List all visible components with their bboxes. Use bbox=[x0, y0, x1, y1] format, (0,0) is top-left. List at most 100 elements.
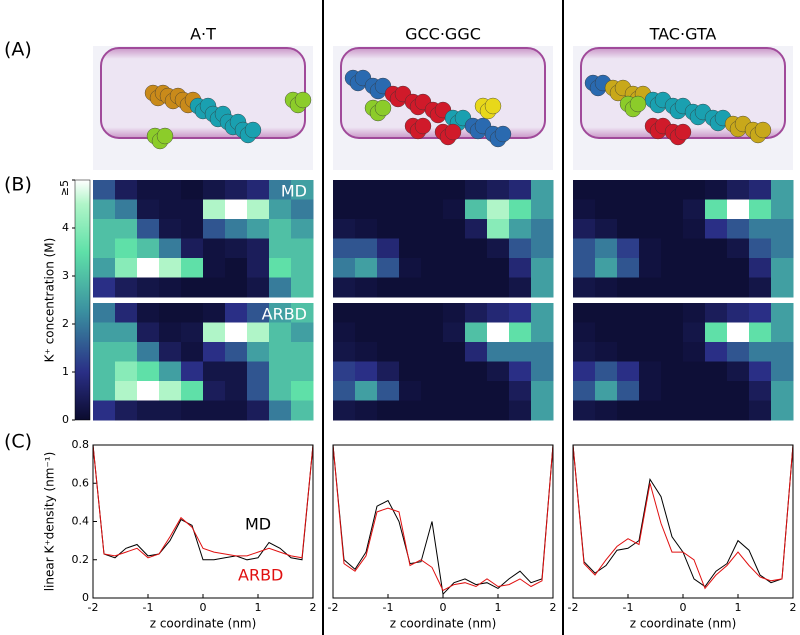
heatmap-cell bbox=[159, 238, 182, 259]
heatmap-cell bbox=[137, 342, 160, 362]
heatmap-cell bbox=[93, 277, 116, 298]
heatmap-cell bbox=[443, 322, 466, 343]
heatmap-cell bbox=[727, 342, 750, 362]
line bbox=[93, 445, 313, 559]
heatmap-cell bbox=[531, 277, 554, 298]
heatmap-cell bbox=[771, 303, 794, 323]
heatmap-cell bbox=[159, 219, 182, 239]
heatmap-cell bbox=[683, 277, 706, 298]
heatmap-cell bbox=[531, 400, 554, 421]
heatmap-cell bbox=[573, 180, 596, 200]
heatmap-cell bbox=[181, 219, 204, 239]
heatmap-cell bbox=[771, 400, 794, 421]
heatmap-cell bbox=[115, 238, 138, 259]
heatmap-cell bbox=[181, 277, 204, 298]
heatmap-cell bbox=[137, 361, 160, 382]
heatmap-cell bbox=[333, 303, 356, 323]
heatmap-cell bbox=[225, 322, 248, 343]
heatmap-cell bbox=[465, 258, 488, 278]
heatmap-cell bbox=[705, 258, 728, 278]
y-tick-label: 0.2 bbox=[72, 553, 90, 566]
heatmap-cell bbox=[727, 180, 750, 200]
heatmap-cell bbox=[771, 219, 794, 239]
heatmap-cell bbox=[661, 381, 684, 401]
heatmap-cell bbox=[509, 400, 532, 421]
heatmap-cell bbox=[531, 342, 554, 362]
plot-frame bbox=[92, 444, 314, 599]
heatmap-cell bbox=[595, 400, 618, 421]
plot-frame bbox=[572, 444, 794, 599]
heatmap-cell bbox=[291, 342, 314, 362]
heatmap-cell bbox=[93, 199, 116, 220]
heatmap-cell bbox=[727, 258, 750, 278]
heatmap-cell bbox=[93, 342, 116, 362]
heatmap-cell bbox=[727, 303, 750, 323]
heatmap-cell bbox=[443, 342, 466, 362]
heatmap-cell bbox=[399, 400, 422, 421]
heatmap-cell bbox=[159, 199, 182, 220]
heatmap-cell bbox=[181, 361, 204, 382]
atom bbox=[414, 117, 432, 135]
heatmap-cell bbox=[269, 303, 292, 323]
heatmap-cell bbox=[487, 322, 510, 343]
heatmap-cell bbox=[399, 322, 422, 343]
heatmap-cell bbox=[465, 219, 488, 239]
atom bbox=[494, 125, 512, 143]
heatmap-cell bbox=[377, 322, 400, 343]
heatmap-cell bbox=[421, 400, 444, 421]
heatmap-cell bbox=[749, 238, 772, 259]
heatmap-cell bbox=[727, 322, 750, 343]
heatmap-cell bbox=[181, 238, 204, 259]
heatmap-cell bbox=[291, 400, 314, 421]
heatmap-cell bbox=[705, 303, 728, 323]
heatmap-label: ARBD bbox=[262, 305, 307, 324]
heatmap-cell bbox=[771, 361, 794, 382]
heatmap-cell bbox=[115, 219, 138, 239]
heatmap-cell bbox=[159, 342, 182, 362]
heatmap-cell bbox=[617, 277, 640, 298]
heatmap-cell bbox=[291, 180, 314, 200]
heatmap-cell bbox=[661, 361, 684, 382]
heatmap-cell bbox=[225, 303, 248, 323]
heatmap-cell bbox=[487, 400, 510, 421]
y-tick-label: 0.8 bbox=[72, 438, 90, 451]
heatmap-cell bbox=[639, 199, 662, 220]
heatmap-cell bbox=[531, 361, 554, 382]
heatmap-cell bbox=[137, 381, 160, 401]
atom bbox=[629, 95, 647, 113]
heatmap-cell bbox=[465, 180, 488, 200]
heatmap-cell bbox=[749, 322, 772, 343]
heatmap-cell bbox=[465, 322, 488, 343]
heatmap-cell bbox=[377, 400, 400, 421]
heatmap-cell bbox=[595, 322, 618, 343]
heatmap-cell bbox=[247, 400, 270, 421]
heatmap-cell bbox=[749, 258, 772, 278]
heatmap-cell bbox=[181, 381, 204, 401]
heatmap-cell bbox=[531, 322, 554, 343]
heatmap-cell bbox=[443, 361, 466, 382]
heatmap-cell bbox=[355, 180, 378, 200]
heatmap-cell bbox=[443, 258, 466, 278]
heatmap-cell bbox=[159, 400, 182, 421]
heatmap-cell bbox=[727, 381, 750, 401]
heatmap-cell bbox=[399, 199, 422, 220]
heatmap-cell bbox=[93, 180, 116, 200]
heatmap-cell bbox=[771, 322, 794, 343]
heatmap-cell bbox=[727, 277, 750, 298]
heatmap-cell bbox=[487, 361, 510, 382]
heatmap-cell bbox=[421, 361, 444, 382]
heatmap-cell bbox=[421, 180, 444, 200]
x-axis-label: z coordinate (nm) bbox=[630, 617, 737, 631]
heatmap-cell bbox=[421, 381, 444, 401]
heatmap-cell bbox=[771, 381, 794, 401]
heatmap-cell bbox=[203, 199, 226, 220]
heatmap-cell bbox=[137, 180, 160, 200]
x-tick-label: -2 bbox=[568, 601, 579, 614]
heatmap-cell bbox=[661, 303, 684, 323]
atom bbox=[674, 123, 692, 141]
heatmap-cell bbox=[203, 277, 226, 298]
heatmap-cell bbox=[573, 219, 596, 239]
y-axis-label: linear K⁺density (nm⁻¹) bbox=[43, 452, 57, 592]
heatmap-cell bbox=[137, 303, 160, 323]
x-tick-label: 2 bbox=[310, 601, 317, 614]
